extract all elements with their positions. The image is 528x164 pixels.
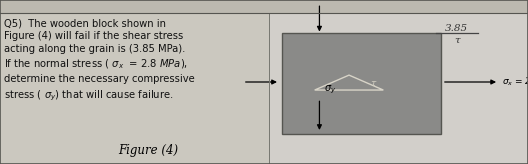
Text: τ: τ (454, 36, 459, 45)
Text: $\sigma_y$: $\sigma_y$ (324, 83, 336, 96)
FancyBboxPatch shape (0, 13, 269, 164)
Text: $\sigma_x$ = 2.8 MPa: $\sigma_x$ = 2.8 MPa (502, 76, 528, 88)
Text: $\tau$: $\tau$ (370, 79, 377, 88)
FancyBboxPatch shape (0, 0, 528, 13)
Text: Q5)  The wooden block shown in
Figure (4) will fail if the shear stress
acting a: Q5) The wooden block shown in Figure (4)… (4, 18, 195, 102)
Text: 3.85: 3.85 (445, 24, 468, 33)
FancyBboxPatch shape (269, 13, 528, 164)
Bar (282, 33, 441, 134)
Text: Figure (4): Figure (4) (118, 144, 178, 157)
